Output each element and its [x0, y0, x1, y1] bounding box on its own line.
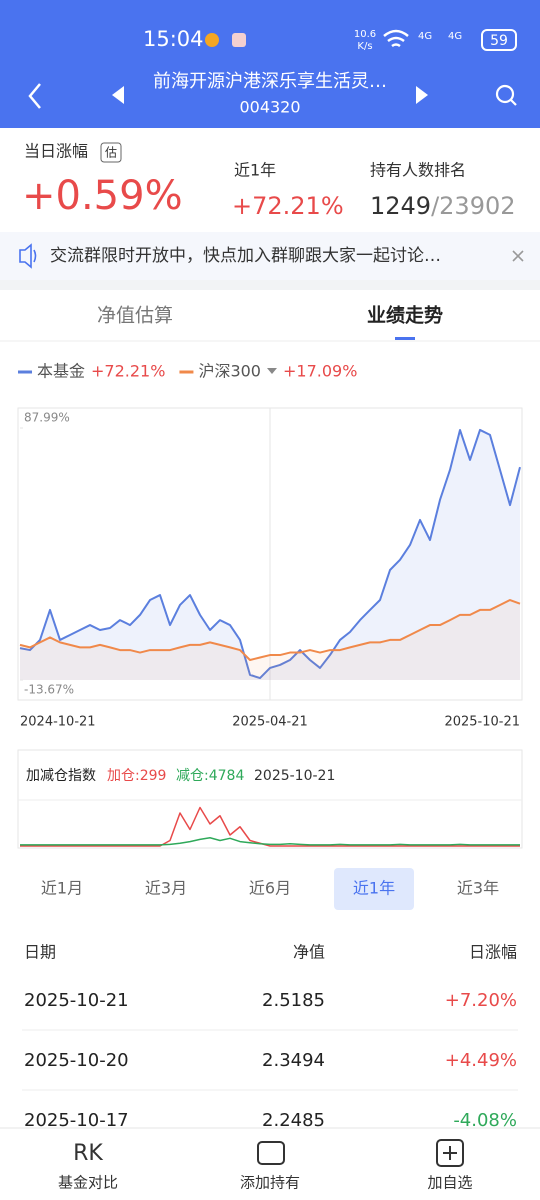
add-hold-icon[interactable] — [257, 1141, 285, 1165]
notice-bar[interactable] — [0, 232, 540, 280]
battery — [481, 29, 517, 51]
badge-text: 估 — [105, 146, 117, 160]
speaker-icon — [19, 243, 37, 269]
area — [20, 429, 520, 680]
reduce-label: 减仓:4784 — [176, 768, 244, 784]
period-tab[interactable]: 近3月 — [145, 879, 187, 898]
x-tick-label: 2025-10-21 — [444, 715, 520, 730]
battery-level: 59 — [490, 33, 508, 49]
tab[interactable]: 净值估算 — [97, 305, 173, 327]
time: 15:04 — [143, 27, 204, 51]
close-button[interactable] — [512, 250, 524, 262]
table-cell: +7.20% — [445, 990, 517, 1011]
period-tab[interactable]: 近6月 — [249, 879, 291, 898]
top-bar — [0, 0, 540, 128]
series-line — [19, 428, 521, 680]
speed: 10.6 — [354, 29, 376, 40]
legend-change: +17.09% — [283, 362, 357, 381]
tab-active[interactable]: 业绩走势 — [367, 304, 443, 327]
notice-text: 交流群限时开放中，快点加入群聊跟大家一起讨论… — [50, 246, 441, 266]
table-header: 净值 — [293, 943, 325, 962]
nav-label[interactable]: 加自选 — [427, 1174, 472, 1192]
table-cell: -4.08% — [453, 1110, 517, 1131]
period-selected — [334, 868, 414, 910]
icon — [232, 33, 246, 47]
series-line — [20, 806, 520, 847]
back-button[interactable] — [28, 83, 41, 109]
x-tick-label: 2025-04-21 — [232, 715, 308, 730]
search-button[interactable] — [495, 84, 515, 104]
label: 近1年 — [234, 161, 276, 180]
table-header: 日期 — [24, 943, 56, 962]
legend-change: +72.21% — [91, 362, 165, 381]
add-label: 加仓:299 — [107, 768, 166, 784]
period-tab[interactable]: 近3年 — [457, 879, 499, 898]
next-button[interactable] — [416, 86, 428, 104]
fund-code: 004320 — [239, 98, 300, 117]
table-cell: 2025-10-21 — [24, 990, 129, 1011]
index-date: 2025-10-21 — [254, 768, 335, 784]
speed-unit: K/s — [357, 41, 372, 52]
network: 4G — [448, 31, 462, 42]
nav-label[interactable]: 基金对比 — [58, 1174, 118, 1192]
daily-change: +0.59% — [22, 173, 183, 219]
label: 持有人数排名 — [370, 161, 466, 180]
icon — [205, 33, 219, 47]
nav-label[interactable]: 添加持有 — [240, 1174, 300, 1192]
year-change: +72.21% — [232, 192, 344, 220]
compare-icon[interactable]: RK — [73, 1141, 103, 1166]
index-frame — [17, 749, 523, 849]
rank: 1249/23902 — [370, 192, 516, 220]
divider — [0, 280, 540, 290]
table-cell: 2.5185 — [262, 990, 325, 1011]
table-cell: +4.49% — [445, 1050, 517, 1071]
y-tick-label: -13.67% — [24, 683, 74, 697]
series-line — [20, 837, 520, 846]
dropdown[interactable] — [266, 368, 277, 374]
table-cell: 2.2485 — [262, 1110, 325, 1131]
period-tab[interactable]: 近1年 — [353, 879, 395, 898]
label: 当日涨幅 — [24, 142, 88, 161]
table-cell: 2.3494 — [262, 1050, 325, 1071]
rank-value: 1249 — [370, 192, 431, 220]
legend-label: 沪深300 — [198, 362, 261, 381]
rank-total: /23902 — [431, 192, 515, 220]
series-line — [19, 599, 521, 661]
wifi-icon — [383, 29, 409, 48]
legend-label: 本基金 — [37, 362, 85, 381]
period-tab[interactable]: 近1月 — [41, 879, 83, 898]
table-header: 日涨幅 — [469, 943, 517, 962]
network: 4G — [418, 31, 432, 42]
table-cell: 2025-10-17 — [24, 1110, 129, 1131]
index-title: 加减仓指数 — [26, 768, 96, 784]
watch-icon[interactable] — [436, 1139, 464, 1167]
tab-indicator — [395, 337, 415, 340]
fund-title: 前海开源沪港深乐享生活灵… — [153, 71, 387, 92]
y-tick-label: 87.99% — [24, 411, 70, 425]
x-tick-label: 2024-10-21 — [20, 715, 96, 730]
table-cell: 2025-10-20 — [24, 1050, 129, 1071]
badge — [100, 142, 122, 163]
area — [20, 600, 520, 680]
prev-button[interactable] — [112, 86, 124, 104]
